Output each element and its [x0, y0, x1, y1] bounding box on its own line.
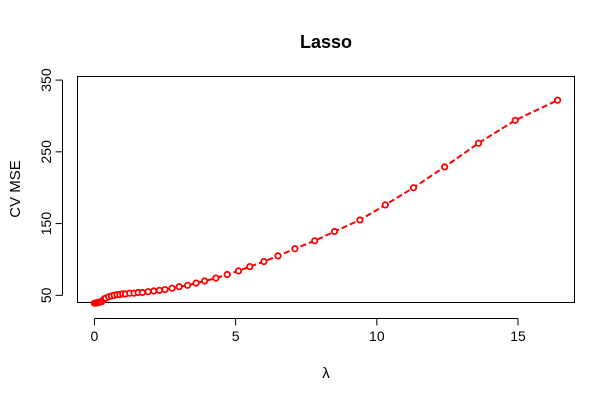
data-point-30 — [223, 270, 231, 279]
data-point-20 — [144, 288, 152, 296]
series-layer — [90, 96, 562, 307]
y-tick-label-3: 350 — [38, 68, 54, 92]
data-point-23 — [161, 285, 169, 294]
data-point-19 — [138, 288, 146, 297]
data-point-27 — [192, 279, 200, 287]
x-axis: 0 5 10 15 — [91, 318, 526, 344]
data-point-35 — [291, 245, 299, 253]
data-point-29 — [212, 274, 220, 282]
y-axis-label: CV MSE — [7, 160, 24, 218]
y-axis: 50 150 250 350 — [38, 68, 63, 303]
data-point-36 — [311, 237, 319, 245]
x-tick-label-0: 0 — [91, 328, 99, 344]
data-point-42 — [474, 139, 483, 147]
plot-area-frame — [77, 76, 575, 303]
data-point-39 — [381, 201, 389, 209]
x-tick-label-3: 15 — [510, 328, 526, 344]
data-point-21 — [150, 287, 158, 295]
data-point-40 — [409, 184, 418, 192]
data-point-32 — [246, 262, 254, 271]
data-point-28 — [201, 277, 209, 285]
chart-title: Lasso — [300, 32, 352, 52]
data-point-25 — [175, 283, 183, 291]
data-point-38 — [356, 216, 364, 224]
data-point-41 — [440, 163, 449, 171]
data-point-33 — [260, 257, 268, 266]
data-point-26 — [184, 281, 192, 289]
data-point-34 — [274, 252, 282, 260]
data-point-43 — [511, 116, 519, 124]
x-tick-label-1: 5 — [232, 328, 240, 344]
data-point-22 — [155, 286, 163, 294]
data-point-24 — [168, 284, 176, 292]
y-tick-label-0: 50 — [38, 287, 54, 303]
y-tick-label-2: 250 — [38, 140, 54, 164]
data-point-37 — [330, 227, 339, 236]
x-tick-label-2: 10 — [369, 328, 385, 344]
data-point-44 — [553, 96, 562, 104]
x-axis-label: λ — [322, 365, 330, 382]
y-tick-label-1: 150 — [38, 212, 54, 236]
data-point-31 — [234, 267, 243, 275]
